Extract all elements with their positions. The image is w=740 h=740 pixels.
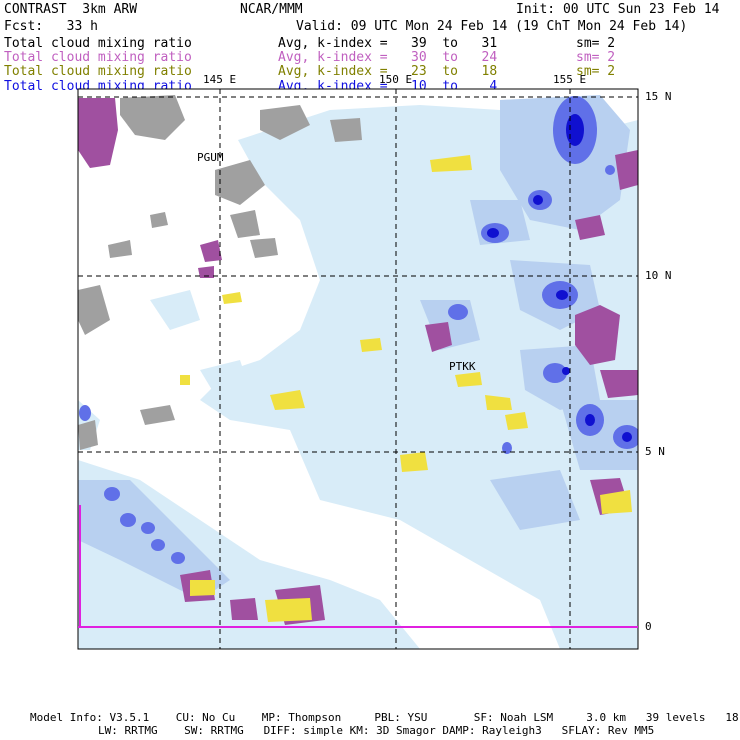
- model-info-line1: Model Info: V3.5.1 CU: No Cu MP: Thompso…: [30, 711, 740, 724]
- map-frame: [77, 88, 639, 650]
- legend-row-sm: sm= 2: [576, 64, 616, 79]
- legend-row-range: Avg, k-index = 30 to 24: [278, 50, 498, 65]
- land-areas: [78, 95, 362, 450]
- legend-row-sm: sm= 2: [576, 50, 616, 65]
- legend-row-field: Total cloud mixing ratio: [4, 64, 192, 79]
- legend-row-field: Total cloud mixing ratio: [4, 50, 192, 65]
- org-name: NCAR/MMM: [240, 2, 303, 17]
- mid-cloud-field: [78, 95, 638, 600]
- lon-label: 145 E: [203, 73, 237, 86]
- legend-row-range: Avg, k-index = 39 to 31: [278, 36, 498, 51]
- yellow-patches: [180, 155, 632, 622]
- legend-row-sm: sm= 2: [576, 36, 616, 51]
- lat-label: 15 N: [645, 90, 672, 103]
- valid-time: Valid: 09 UTC Mon 24 Feb 14 (19 ChT Mon …: [296, 19, 688, 34]
- lat-label: 5 N: [645, 445, 665, 458]
- station-label-ptkk: PTKK: [449, 360, 476, 373]
- lat-label: 10 N: [645, 269, 672, 282]
- forecast-hour: Fcst: 33 h: [4, 19, 98, 34]
- lat-label: 0: [645, 620, 652, 633]
- station-label-pgum: PGUM: [197, 151, 224, 164]
- lon-label: 155 E: [553, 73, 587, 86]
- lon-label: 150 E: [379, 73, 413, 86]
- legend-row-field: Total cloud mixing ratio: [4, 36, 192, 51]
- grid-lines: [78, 89, 638, 649]
- legend-row-range: Avg, k-index = 23 to 18: [278, 64, 498, 79]
- model-name: CONTRAST 3km ARW: [4, 2, 138, 17]
- model-info-line2: LW: RRTMG SW: RRTMG DIFF: simple KM: 3D …: [98, 724, 655, 737]
- init-time: Init: 00 UTC Sun 23 Feb 14: [516, 2, 720, 17]
